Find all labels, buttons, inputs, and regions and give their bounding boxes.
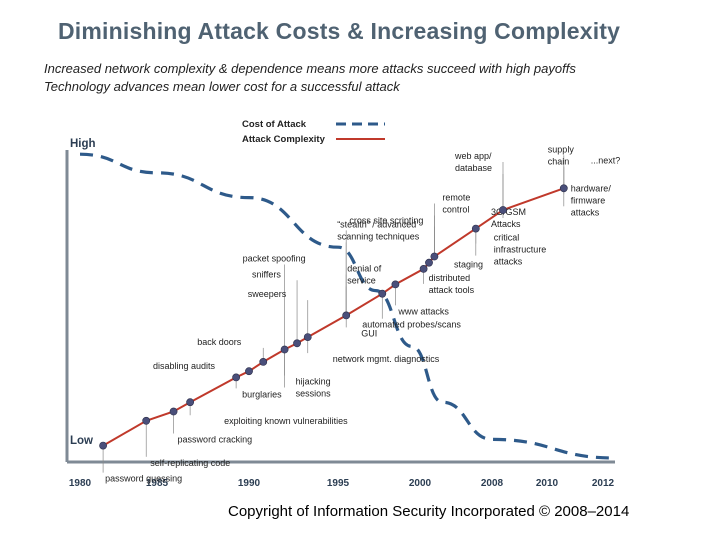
annotation-label: back doors [197,337,242,347]
x-tick-label: 1985 [146,478,169,489]
annotation-label: distributed [429,273,471,283]
annotation-label: password guessing [105,474,182,484]
chart-legend: Cost of Attack Attack Complexity [242,119,385,145]
annotation-label: automated probes/scans [362,320,461,330]
x-tick-label: 1990 [238,478,261,489]
annotation-label: GUI [361,328,377,338]
annotation-label: staging [454,260,483,270]
annotation-label: packet spoofing [243,254,306,264]
y-axis-low-label: Low [70,435,93,447]
annotation-label: sessions [296,389,332,399]
complexity-point [559,184,568,193]
complexity-point [245,367,253,376]
x-tick-label: 1995 [327,478,350,489]
x-tick-label: 2010 [536,478,559,489]
complexity-point [232,373,241,382]
complexity-point [99,441,107,450]
complexity-point [303,333,312,341]
annotation-label: Attacks [491,219,521,229]
annotation-label: password cracking [178,435,253,445]
complexity-point [259,357,268,366]
annotation-label: sniffers [252,269,281,279]
annotation-label: “stealth” / advanced [337,219,416,229]
x-tick-label: 1980 [69,478,92,489]
complexity-point [430,252,439,261]
complexity-point [342,311,351,320]
y-axis-high-label: High [70,138,96,150]
annotation-label: firmware [571,195,606,205]
annotation-label: network mgmt. diagnostics [333,354,440,364]
complexity-point [499,206,507,214]
annotation-label: www attacks [397,306,449,316]
annotation-label: self-replicating code [150,458,230,468]
annotation-label: supply [548,144,575,154]
annotation-label: infrastructure [494,245,547,255]
annotation-label: exploiting known vulnerabilities [224,416,348,426]
annotation-label: service [347,275,376,285]
complexity-point [378,289,387,298]
complexity-point [169,407,178,416]
annotation-label: web app/ [454,151,492,161]
complexity-point [419,264,428,273]
cost-of-attack-line [79,152,615,460]
annotation-label: attacks [494,257,523,267]
annotation-label: hijacking [296,377,331,387]
annotation-label: database [455,163,492,173]
annotation-label: attacks [571,207,600,217]
complexity-point [391,280,400,289]
legend-label-cost: Cost of Attack [242,119,307,130]
copyright-text: Copyright of Information Security Incorp… [228,503,630,520]
x-tick-label: 2000 [409,478,432,489]
annotation-label: attack tools [429,285,475,295]
complexity-point [471,224,480,233]
x-tick-label: 2012 [592,478,615,489]
x-tick-label: 2008 [481,478,504,489]
subtitle-line-2: Technology advances mean lower cost for … [44,79,400,94]
complexity-point [425,258,433,267]
complexity-point [280,345,289,354]
slide-title: Diminishing Attack Costs & Increasing Co… [58,18,621,44]
annotation-label: control [442,205,469,215]
complexity-point [186,398,195,407]
annotation-label: sweepers [248,289,287,299]
annotation-label: 3G/GSM [491,207,526,217]
annotation-label: cross site scripting [349,216,423,226]
subtitle-line-1: Increased network complexity & dependenc… [44,61,576,76]
legend-label-complexity: Attack Complexity [242,134,326,145]
annotation-label: burglaries [242,389,282,399]
annotation-label: denial of [347,263,382,273]
annotation-label: chain [548,156,570,166]
annotation-label: disabling audits [153,361,216,371]
annotation-label: scanning techniques [337,231,420,241]
annotation-label: remote [442,193,470,203]
annotation-label: critical [494,233,520,243]
annotation-label: ...next? [591,155,621,165]
annotation-label: hardware/ [571,183,612,193]
complexity-point [142,416,151,425]
complexity-point [293,339,301,348]
